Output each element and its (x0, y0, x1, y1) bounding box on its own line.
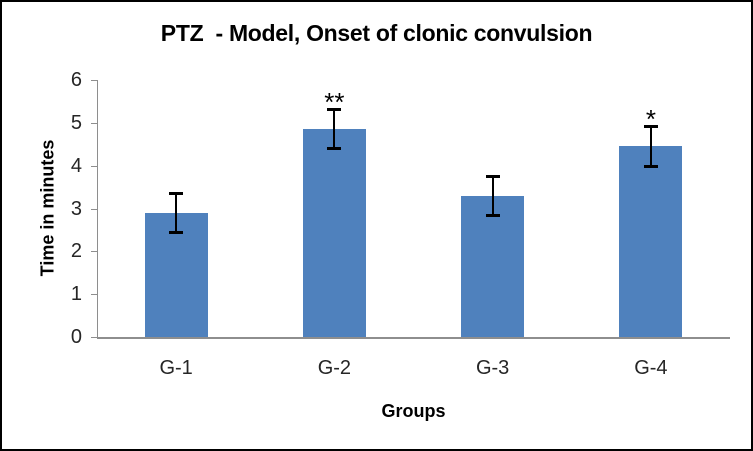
x-tick-label-G-3: G-3 (475, 357, 510, 379)
y-axis-line (97, 80, 98, 339)
x-axis-title: Groups (381, 401, 446, 421)
x-tick-label-G-1: G-1 (159, 357, 193, 379)
x-tick-label-G-4: G-4 (634, 357, 668, 379)
error-bar-cap-top-G-3 (485, 174, 500, 178)
y-tick-mark (91, 337, 97, 338)
significance-marker-G-4: * (645, 103, 656, 134)
error-bar-cap-bottom-G-4 (643, 164, 658, 168)
bar-G-2 (302, 129, 366, 337)
y-tick-label: 1 (70, 283, 82, 306)
y-tick-label: 3 (70, 197, 82, 220)
y-tick-label: 6 (70, 69, 82, 91)
y-tick-label: 4 (70, 154, 82, 177)
y-tick-label: 0 (70, 326, 82, 348)
y-tick-mark (91, 165, 97, 167)
error-bar-line-G-1 (175, 192, 178, 233)
y-tick-label: 2 (70, 240, 82, 263)
error-bar-cap-bottom-G-2 (327, 147, 342, 151)
bar-G-3 (461, 195, 525, 337)
error-bar-cap-top-G-2 (327, 108, 342, 112)
bar-G-4 (619, 146, 683, 337)
x-axis-line (97, 337, 730, 339)
error-bar-cap-top-G-1 (169, 191, 184, 195)
y-tick-mark (91, 251, 97, 253)
y-tick-mark (91, 80, 97, 81)
significance-marker-G-2: ** (324, 87, 345, 118)
error-bar-cap-bottom-G-3 (485, 213, 500, 217)
error-bar-line-G-4 (649, 125, 652, 167)
error-bar-line-G-2 (333, 109, 336, 150)
chart-title: PTZ - Model, Onset of clonic convulsion (160, 20, 593, 46)
y-tick-label: 5 (70, 111, 82, 134)
y-tick-mark (91, 122, 97, 124)
y-tick-mark (91, 294, 97, 296)
error-bar-cap-top-G-4 (643, 124, 658, 128)
error-bar-cap-bottom-G-1 (169, 230, 184, 234)
y-tick-mark (91, 208, 97, 210)
x-tick-label-G-2: G-2 (317, 357, 352, 379)
error-bar-line-G-3 (491, 175, 494, 216)
